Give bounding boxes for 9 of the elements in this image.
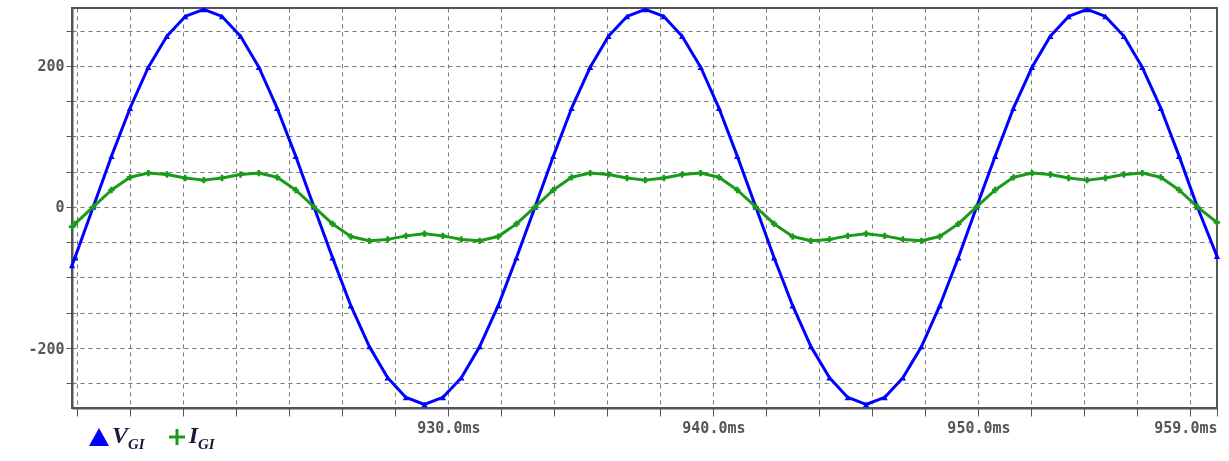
x-tick-label: 959.0ms	[1154, 418, 1218, 437]
legend-label: I$_{GI}$	[188, 422, 215, 453]
x-tick-label: 950.0ms	[947, 418, 1011, 437]
x-tick-label: 940.0ms	[682, 418, 746, 437]
x-tick-label: 930.0ms	[417, 418, 481, 437]
y-tick-label: -200	[28, 339, 65, 358]
y-tick-label: 200	[37, 57, 65, 76]
y-tick-label: 0	[55, 198, 65, 217]
legend-label: V$_{GI}$	[112, 422, 145, 453]
